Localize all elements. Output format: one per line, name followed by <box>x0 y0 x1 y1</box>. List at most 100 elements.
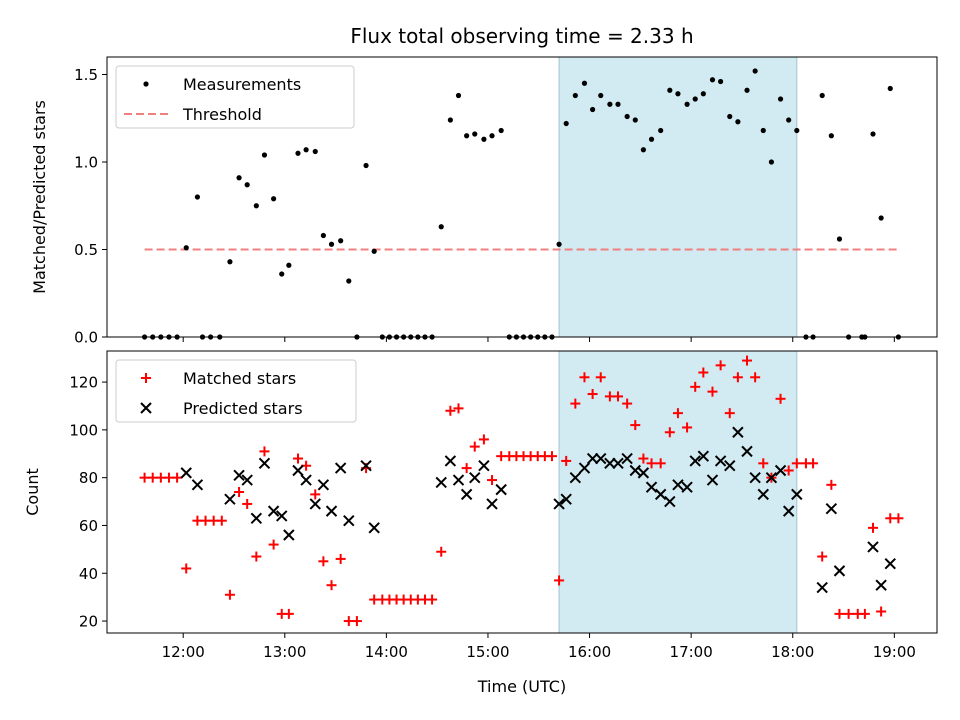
predicted-star-point <box>791 488 803 501</box>
matched-star-point <box>234 487 245 497</box>
predicted-star-point <box>629 464 641 477</box>
ratio-x-ticks <box>182 337 895 342</box>
legend-measurement-marker <box>143 81 149 87</box>
predicted-star-point <box>258 457 271 470</box>
measurement-point <box>320 232 326 239</box>
measurement-point <box>709 77 716 83</box>
measurement-point <box>472 131 478 137</box>
y-tick-label: 20 <box>79 613 98 631</box>
predicted-star-point <box>300 474 312 486</box>
predicted-star-point <box>478 460 490 472</box>
measurement-point <box>760 127 766 134</box>
matched-star-point <box>664 427 675 438</box>
matched-star-point <box>742 355 753 366</box>
predicted-star-point <box>292 464 304 477</box>
predicted-star-point <box>884 557 896 570</box>
measurement-point <box>447 117 453 123</box>
matched-star-point <box>335 553 346 564</box>
matched-star-point <box>826 479 837 490</box>
measurement-point <box>648 136 655 142</box>
predicted-star-point <box>276 510 288 522</box>
predicted-star-point <box>714 455 727 467</box>
predicted-star-point <box>816 581 828 594</box>
ratio-axes-frame <box>106 56 938 338</box>
measurement-point <box>718 78 724 85</box>
measurement-point <box>371 248 377 254</box>
predicted-star-point <box>283 529 295 541</box>
predicted-star-point <box>578 462 591 474</box>
matched-star-point <box>453 403 464 414</box>
x-tick-label: 16:00 <box>568 643 611 661</box>
matched-star-point <box>427 594 438 605</box>
y-tick-label: 60 <box>79 517 98 535</box>
matched-star-point <box>487 475 498 486</box>
measurement-point <box>295 150 301 156</box>
predicted-star-point <box>343 514 355 527</box>
measurement-point <box>194 194 201 200</box>
measurement-point <box>640 147 647 153</box>
legend-label: Threshold <box>182 105 262 124</box>
matched-star-point <box>724 408 735 419</box>
count-y-ticks: 20 40 60 80 100 120 <box>69 374 107 631</box>
matched-star-point <box>715 360 726 371</box>
x-tick-label: 15:00 <box>466 643 509 661</box>
count-points <box>139 355 904 627</box>
matched-star-point <box>867 522 878 533</box>
matched-star-point <box>251 551 262 562</box>
measurement-point <box>286 262 292 268</box>
predicted-star-point <box>706 474 719 486</box>
measurement-point <box>684 101 690 107</box>
count-axes-frame <box>106 350 938 634</box>
x-tick-label: 14:00 <box>365 643 408 661</box>
predicted-star-point <box>486 498 498 510</box>
measurement-point <box>363 162 369 169</box>
measurement-point <box>498 127 504 134</box>
legend-matched-marker <box>141 373 151 383</box>
matched-star-point <box>859 608 870 619</box>
predicted-star-point <box>833 565 846 577</box>
matched-star-point <box>843 608 854 619</box>
predicted-star-point <box>637 467 650 479</box>
measurement-point <box>227 259 233 265</box>
predicted-star-point <box>825 503 838 515</box>
predicted-star-point <box>782 505 795 517</box>
y-tick-label: 0.5 <box>74 241 98 259</box>
ratio-y-axis-label: Matched/Predicted stars <box>30 100 49 294</box>
legend-label: Matched stars <box>183 369 296 388</box>
measurement-point <box>658 127 664 134</box>
matched-star-point <box>750 372 761 383</box>
predicted-star-point <box>724 460 736 472</box>
predicted-star-point <box>444 455 457 467</box>
measurement-point <box>786 117 792 123</box>
predicted-star-point <box>645 481 658 493</box>
matched-star-point <box>655 458 666 469</box>
y-tick-label: 0.0 <box>74 329 98 347</box>
predicted-star-point <box>469 471 481 484</box>
matched-star-point <box>445 405 456 416</box>
matched-star-point <box>436 546 447 557</box>
predicted-star-point <box>875 579 887 591</box>
measurement-point <box>794 127 800 134</box>
observing-window-shade <box>558 56 798 338</box>
matched-star-point <box>554 575 565 586</box>
count-panel: 20 40 60 80 100 120 12:00 13:00 14:00 15:00 16:00… <box>23 350 938 696</box>
predicted-star-point <box>191 479 204 491</box>
predicted-star-point <box>604 457 616 470</box>
measurement-point <box>236 175 242 181</box>
predicted-star-point <box>309 498 321 510</box>
measurement-point <box>253 203 259 209</box>
predicted-star-point <box>267 505 280 517</box>
measurement-point <box>870 131 876 137</box>
predicted-star-point <box>749 471 761 484</box>
predicted-star-point <box>689 455 701 467</box>
legend-box <box>115 65 355 129</box>
predicted-star-point <box>612 457 624 470</box>
predicted-star-point <box>741 445 753 458</box>
measurement-point <box>244 182 250 188</box>
count-legend: Matched stars Predicted stars <box>115 359 357 423</box>
predicted-star-point <box>241 474 253 486</box>
matched-star-point <box>224 589 235 600</box>
measurement-point <box>438 224 444 230</box>
measurement-point <box>598 92 604 99</box>
measurement-point <box>328 241 335 247</box>
